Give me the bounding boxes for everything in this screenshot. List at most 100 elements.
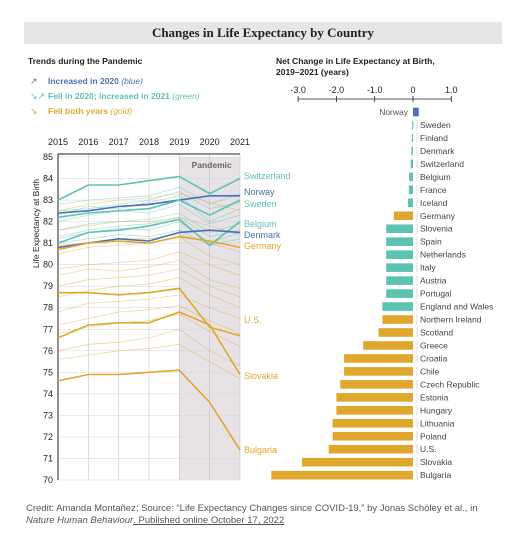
series-line <box>57 199 241 219</box>
y-tick-label: 74 <box>43 389 53 399</box>
bar-label: Austria <box>420 276 447 286</box>
x-tick-label: 2015 <box>48 137 68 147</box>
legend-label: Increased in 2020 <box>48 76 121 86</box>
bar <box>382 302 413 311</box>
series-line <box>57 175 241 201</box>
background-series-line <box>57 203 241 225</box>
credit-suffix: . Published online October 17, 2022 <box>133 515 285 526</box>
bar <box>378 328 413 337</box>
bar-label: Slovenia <box>420 224 453 234</box>
y-axis-label: Life Expectancy at Birth <box>31 179 41 269</box>
bar <box>340 380 413 389</box>
bar <box>412 120 414 130</box>
legend-item: Fell both years (gold) <box>48 106 132 116</box>
right-bar-chart: -3.0 -2.0 -1.0 0 1.0 Norway Sweden Finland Denma… <box>271 85 493 481</box>
legend-item: Increased in 2020 (blue) <box>48 76 143 86</box>
background-series-line <box>57 216 241 238</box>
series-line <box>57 195 240 214</box>
background-series-line <box>57 343 241 380</box>
background-series-line <box>57 259 241 289</box>
bar-label: Finland <box>420 133 448 143</box>
background-series-line <box>57 191 241 212</box>
bar-label: Northern Ireland <box>420 315 482 325</box>
bar-label: Greece <box>420 340 448 350</box>
bar-label: Italy <box>420 263 436 273</box>
series-label: Belgium <box>244 219 277 229</box>
x-tick-label: 2019 <box>169 137 189 147</box>
y-tick-label: 71 <box>43 453 53 463</box>
bar-label: Poland <box>420 431 447 441</box>
series-label: U.S. <box>244 315 262 325</box>
x-tick-label: 2021 <box>230 137 250 147</box>
background-series-line <box>57 313 241 347</box>
bar <box>409 172 413 182</box>
background-series-line <box>57 277 241 309</box>
bar <box>408 185 413 195</box>
series-label: Norway <box>244 187 275 197</box>
legend-arrow-icon: ↗ <box>30 76 38 86</box>
bar-label: Portugal <box>420 289 452 299</box>
bar <box>393 211 413 221</box>
series-line <box>57 235 241 251</box>
bar-label: Sweden <box>420 120 451 130</box>
credit-prefix: Credit: Amanda Montañez; Source: “Life E… <box>26 503 478 514</box>
background-series-line <box>57 294 241 319</box>
credit-journal: Nature Human Behaviour <box>26 515 134 526</box>
legend-color-name: (gold) <box>110 106 132 116</box>
bar <box>386 276 413 285</box>
bar-label: England and Wales <box>420 302 493 312</box>
x-tick-label: 2016 <box>78 137 98 147</box>
x-tick-label: 2020 <box>200 137 220 147</box>
bar <box>336 393 413 402</box>
bar <box>344 367 413 376</box>
bar-label: Iceland <box>420 198 448 208</box>
bar-label: Spain <box>420 237 442 247</box>
series-label: Denmark <box>244 230 281 240</box>
background-series-line <box>57 328 241 367</box>
right-heading-line1: Net Change in Life Expectancy at Birth, <box>276 56 435 66</box>
x-tick-label: -1.0 <box>367 85 383 95</box>
pandemic-label: Pandemic <box>192 160 232 170</box>
y-tick-label: 76 <box>43 346 53 356</box>
figure-title: Changes in Life Expectancy by Country <box>24 22 502 44</box>
bar <box>413 107 419 117</box>
bar <box>382 315 413 324</box>
bar-label: U.S. <box>420 444 437 454</box>
bar <box>408 198 413 208</box>
bar <box>363 341 413 350</box>
bar-label: Estonia <box>420 392 449 402</box>
y-tick-label: 80 <box>43 260 53 270</box>
bar <box>411 133 414 143</box>
bar <box>410 159 413 169</box>
y-tick-label: 81 <box>43 238 53 248</box>
bar-label: Switzerland <box>420 159 464 169</box>
bar-label: Norway <box>379 107 409 117</box>
y-tick-label: 78 <box>43 303 53 313</box>
y-tick-label: 83 <box>43 195 53 205</box>
bar <box>336 406 413 415</box>
y-tick-label: 75 <box>43 367 53 377</box>
legend: ↗ Increased in 2020 (blue)↘↗ Fell in 2020;… <box>30 76 200 116</box>
bar-label: France <box>420 185 447 195</box>
y-tick-label: 79 <box>43 281 53 291</box>
x-tick-label: -3.0 <box>290 85 306 95</box>
y-tick-label: 85 <box>43 152 53 162</box>
left-line-chart: Pandemic 70 71 72 73 74 75 76 77 78 79 80 81 82 83 84 85… <box>31 137 291 485</box>
bar-label: Belgium <box>420 172 451 182</box>
y-tick-label: 82 <box>43 217 53 227</box>
y-tick-label: 77 <box>43 324 53 334</box>
background-series-line <box>57 268 241 298</box>
x-tick-label: -2.0 <box>329 85 345 95</box>
bar-label: Croatia <box>420 353 448 363</box>
bar-label: Scotland <box>420 327 453 337</box>
background-series-line <box>57 305 241 334</box>
bar <box>301 457 413 467</box>
bar <box>386 263 413 272</box>
series-line <box>57 369 241 451</box>
x-tick-label: 2017 <box>109 137 129 147</box>
legend-item: Fell in 2020; increased in 2021 (green) <box>48 91 200 101</box>
credit-line: Credit: Amanda Montañez; Source: “Life E… <box>26 503 506 527</box>
y-tick-label: 70 <box>43 475 53 485</box>
background-series-line <box>57 216 241 235</box>
